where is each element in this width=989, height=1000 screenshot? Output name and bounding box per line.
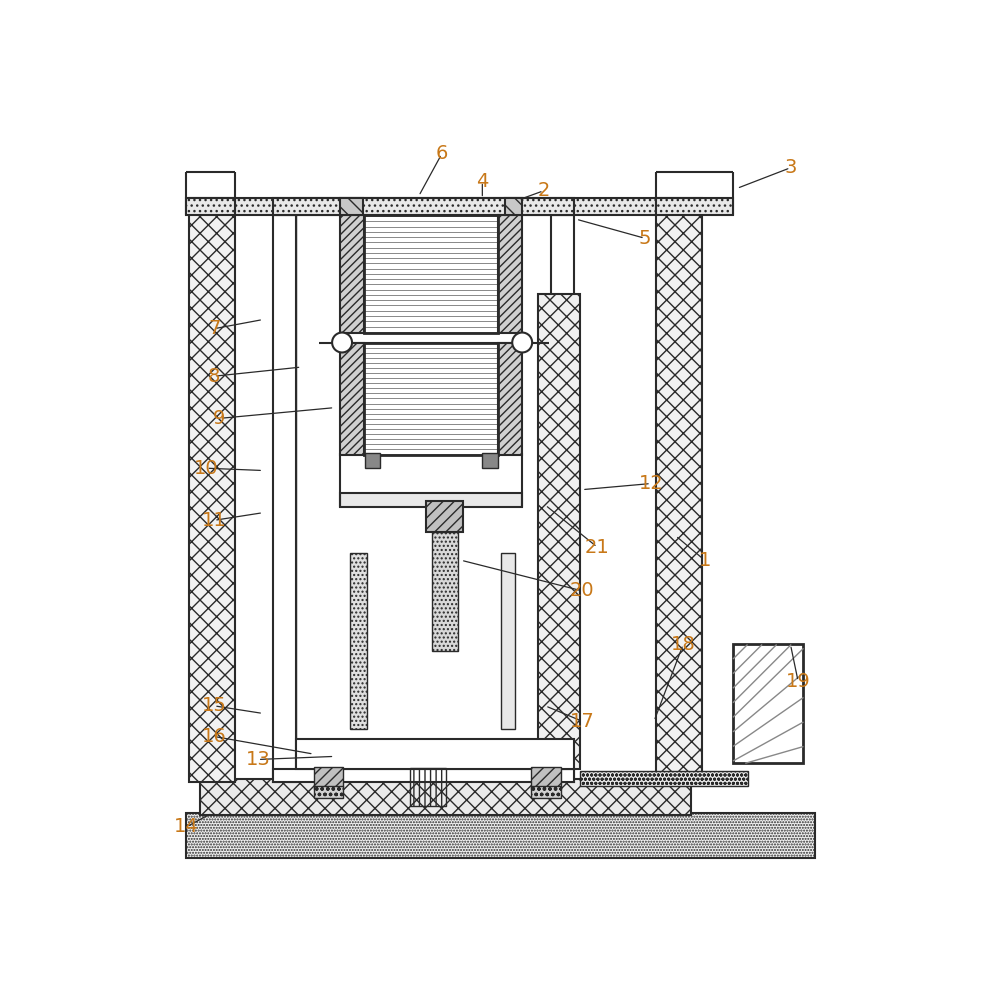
Bar (580, 771, 749, 786)
Bar (531, 786, 561, 798)
Bar (200, 779, 690, 815)
Text: 9: 9 (214, 409, 225, 428)
Text: 12: 12 (639, 474, 664, 493)
Bar (409, 768, 446, 806)
Bar (657, 198, 733, 215)
Bar (364, 215, 497, 333)
Text: 20: 20 (570, 581, 594, 600)
Bar (432, 532, 458, 651)
Bar (426, 501, 463, 532)
Bar (551, 215, 575, 782)
Bar (340, 493, 522, 507)
Bar (497, 343, 522, 455)
Text: 19: 19 (785, 672, 811, 691)
Bar (187, 813, 815, 858)
Bar (350, 553, 367, 729)
Bar (340, 198, 363, 215)
Bar (189, 198, 234, 782)
Text: 13: 13 (245, 750, 270, 769)
Text: 5: 5 (639, 229, 651, 248)
Circle shape (332, 333, 352, 352)
Bar (273, 215, 296, 782)
Bar (531, 767, 561, 789)
Bar (234, 198, 657, 215)
Bar (505, 198, 522, 215)
Circle shape (512, 333, 532, 352)
Text: 2: 2 (537, 181, 550, 200)
Bar (364, 343, 497, 455)
Bar (273, 198, 575, 215)
Bar (273, 769, 575, 782)
Text: 10: 10 (194, 459, 219, 478)
Text: 17: 17 (570, 712, 594, 731)
Bar (538, 294, 580, 769)
Bar (340, 215, 364, 333)
Text: 11: 11 (202, 511, 226, 530)
Text: 18: 18 (671, 635, 695, 654)
Bar (296, 739, 575, 769)
Bar (483, 453, 497, 468)
Bar (500, 553, 514, 729)
Bar (187, 198, 234, 215)
Text: 1: 1 (698, 551, 711, 570)
Text: 6: 6 (435, 144, 448, 163)
Bar (733, 644, 803, 763)
Text: 4: 4 (476, 172, 489, 191)
Text: 7: 7 (208, 319, 221, 338)
Bar (657, 198, 702, 782)
Bar (314, 767, 343, 789)
Text: 15: 15 (202, 696, 226, 715)
Text: 16: 16 (202, 727, 226, 746)
Bar (314, 786, 343, 798)
Text: 8: 8 (208, 367, 221, 386)
Bar (365, 453, 381, 468)
Text: 3: 3 (784, 158, 797, 177)
Bar (340, 343, 364, 455)
Text: 21: 21 (584, 538, 609, 557)
Bar (497, 215, 522, 333)
Text: 14: 14 (174, 817, 199, 836)
